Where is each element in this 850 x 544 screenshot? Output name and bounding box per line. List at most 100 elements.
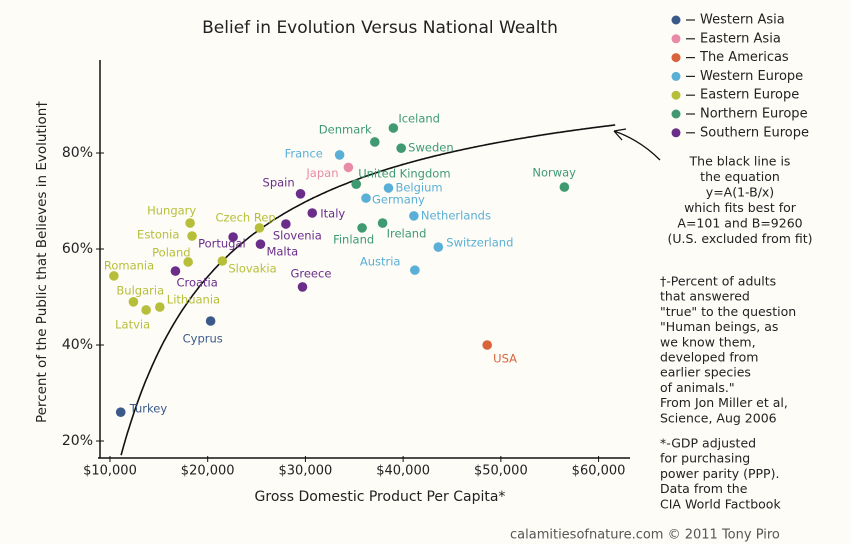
- point-label: United Kingdom: [358, 167, 450, 181]
- legend-label: Western Europe: [700, 69, 803, 84]
- annotation: earlier species: [660, 365, 751, 380]
- point-label: Portugal: [198, 237, 246, 251]
- point-label: Latvia: [115, 317, 150, 331]
- point: [409, 211, 419, 221]
- point-label: Slovakia: [228, 262, 276, 276]
- annotation: the equation: [700, 169, 780, 184]
- x-tick-label: $30,000: [279, 464, 333, 479]
- point-label: Estonia: [137, 228, 179, 242]
- point: [396, 143, 406, 153]
- annotation: power parity (PPP).: [660, 466, 779, 481]
- point: [297, 282, 308, 292]
- y-tick-label: 20%: [62, 433, 93, 449]
- point: [128, 297, 139, 307]
- point-label: Denmark: [319, 122, 372, 136]
- x-axis-label: Gross Domestic Product Per Capita*: [255, 489, 506, 505]
- point: [141, 305, 151, 315]
- annotation: †-Percent of adults: [660, 274, 776, 289]
- point-label: Poland: [152, 245, 190, 259]
- annotation: The black line is: [689, 154, 791, 169]
- legend-label: Western Asia: [700, 13, 785, 28]
- annotation: "true" to the question: [660, 304, 796, 319]
- y-tick-label: 80%: [62, 145, 93, 161]
- legend-marker: [671, 71, 681, 81]
- legend-label: The Americas: [699, 50, 789, 65]
- point: [295, 189, 306, 199]
- point-label: Lithuania: [167, 293, 220, 307]
- point: [281, 219, 291, 229]
- point-label: Greece: [290, 266, 331, 280]
- annotation: CIA World Factbook: [660, 496, 781, 511]
- point: [254, 223, 265, 233]
- legend-marker: [671, 15, 681, 25]
- point: [383, 183, 394, 193]
- legend-marker: [671, 34, 681, 44]
- annotation: Data from the: [660, 481, 748, 496]
- point-label: Germany: [372, 193, 425, 207]
- x-tick-label: $20,000: [181, 464, 235, 479]
- point: [228, 232, 238, 242]
- point-label: Czech Rep: [215, 210, 275, 224]
- y-tick-label: 40%: [62, 337, 93, 353]
- legend-marker: [671, 53, 681, 63]
- point: [183, 257, 193, 267]
- x-tick-label: $60,000: [572, 464, 626, 479]
- point-label: France: [285, 146, 323, 160]
- annotation: (U.S. excluded from fit): [667, 231, 812, 246]
- annotation-arrow: [613, 128, 661, 161]
- point: [217, 256, 228, 266]
- point-label: Bulgaria: [116, 283, 164, 297]
- y-axis-label: Percent of the Public that Believes in E…: [34, 101, 50, 423]
- legend-label: Southern Europe: [700, 125, 809, 140]
- point: [369, 137, 380, 147]
- point-label: Hungary: [147, 204, 196, 218]
- point-label: Switzerland: [446, 236, 513, 250]
- point: [187, 231, 197, 241]
- point-label: Japan: [305, 166, 338, 180]
- point-label: Romania: [104, 258, 154, 272]
- point: [559, 182, 570, 192]
- point-label: Ireland: [387, 227, 427, 241]
- point: [205, 316, 216, 326]
- legend-marker: [671, 128, 681, 138]
- point: [351, 179, 362, 189]
- point: [361, 193, 371, 203]
- y-tick-label: 60%: [62, 241, 93, 257]
- point-label: Belgium: [395, 181, 442, 195]
- annotation: of animals.": [660, 380, 735, 395]
- legend-marker: [671, 109, 681, 119]
- fit-curve: [120, 124, 616, 456]
- legend-label: Eastern Asia: [700, 31, 781, 46]
- point: [482, 340, 492, 350]
- point: [433, 242, 444, 252]
- x-tick-label: $40,000: [376, 464, 430, 479]
- point-label: Norway: [532, 166, 576, 180]
- point: [357, 223, 367, 233]
- point-label: Netherlands: [421, 208, 491, 222]
- annotation: From Jon Miller et al,: [660, 395, 788, 410]
- legend-label: Eastern Europe: [700, 88, 799, 103]
- credit: calamitiesofnature.com © 2011 Tony Piro: [510, 528, 780, 543]
- point-label: Croatia: [176, 276, 217, 290]
- annotation: Science, Aug 2006: [660, 410, 777, 425]
- point: [388, 123, 399, 133]
- annotation: we know them,: [660, 334, 756, 349]
- point: [185, 218, 195, 228]
- point-label: Cyprus: [183, 332, 223, 346]
- point-label: Turkey: [129, 402, 168, 416]
- annotation: "Human beings, as: [660, 319, 778, 334]
- point: [307, 208, 318, 218]
- point-label: Finland: [333, 232, 374, 246]
- point: [377, 218, 388, 228]
- annotation: which fits best for: [684, 200, 797, 215]
- x-tick-label: $50,000: [474, 464, 528, 479]
- legend-marker: [671, 90, 681, 100]
- point-label: Italy: [320, 207, 345, 221]
- point: [343, 162, 354, 173]
- point-label: Sweden: [408, 141, 453, 155]
- annotation: developed from: [660, 350, 758, 365]
- point: [155, 302, 165, 312]
- point-label: Austria: [360, 255, 401, 269]
- point: [410, 265, 420, 275]
